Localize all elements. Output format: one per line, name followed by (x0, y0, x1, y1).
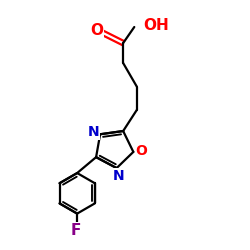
Text: O: O (91, 23, 104, 38)
Text: N: N (113, 169, 124, 183)
Text: F: F (71, 223, 81, 238)
Text: N: N (88, 125, 99, 139)
Text: O: O (135, 144, 147, 158)
Text: OH: OH (143, 18, 169, 32)
